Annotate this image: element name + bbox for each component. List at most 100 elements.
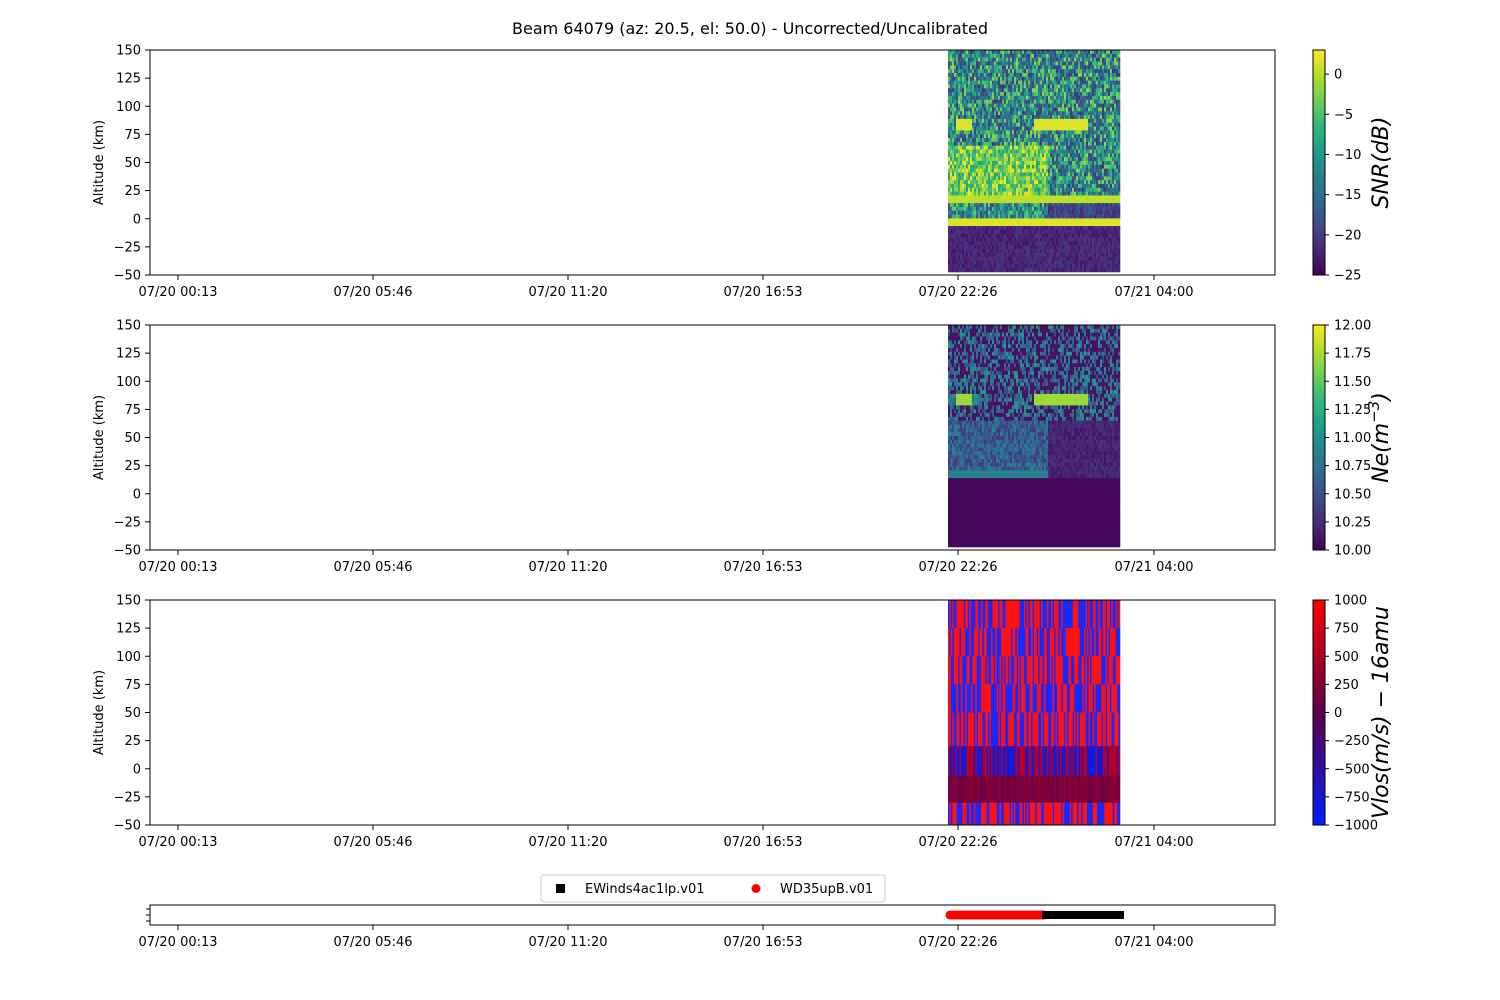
snr-cell [1028,214,1031,219]
snr-cell [1084,50,1087,55]
snr-cell [1040,103,1043,108]
snr-cell [1112,222,1115,227]
snr-cell [988,111,991,116]
snr-cell [1014,130,1017,135]
snr-cell [978,218,981,223]
snr-cell [1062,103,1065,108]
snr-cell [1030,214,1033,219]
snr-cell [954,145,957,150]
snr-cell [978,180,981,185]
snr-cell [1080,237,1083,242]
snr-cell [1042,168,1045,173]
snr-cell [992,130,995,135]
snr-cell [972,187,975,192]
snr-cell [1046,69,1049,74]
snr-cell [952,69,955,74]
snr-cell [1110,172,1113,177]
snr-cell [1038,229,1041,235]
snr-cell [1028,57,1031,62]
snr-cell [994,118,997,124]
snr-cell [1010,149,1013,154]
snr-cell [1006,195,1009,200]
snr-cell [986,57,989,62]
snr-cell [1116,130,1119,135]
snr-cell [990,145,993,150]
snr-cell [986,80,989,85]
snr-cell [1102,241,1105,246]
snr-cell [1008,69,1011,74]
snr-cell [958,84,961,89]
snr-cell [1066,72,1069,78]
snr-cell [1104,88,1107,93]
snr-cell [1074,134,1077,139]
snr-cell [1014,229,1017,235]
snr-cell [1066,122,1069,127]
snr-cell [1022,226,1025,231]
snr-cell [1088,222,1091,227]
snr-cell [958,237,961,242]
snr-cell [1054,222,1057,227]
snr-cell [964,245,967,250]
snr-cell [1042,241,1045,246]
snr-cell [988,61,991,66]
snr-cell [1118,72,1121,78]
snr-cell [1084,61,1087,66]
snr-cell [1048,245,1051,250]
snr-cell [1084,134,1087,139]
snr-cell [1084,241,1087,246]
snr-cell [1034,256,1037,261]
snr-cell [1028,164,1031,169]
snr-cell [950,72,953,78]
snr-cell [1036,191,1039,196]
snr-cell [1108,134,1111,139]
snr-cell [1018,252,1021,257]
snr-cell [1016,107,1019,112]
snr-cell [1092,80,1095,85]
snr-cell [1042,214,1045,219]
snr-cell [1108,199,1111,204]
snr-cell [986,203,989,208]
snr-cell [980,115,983,120]
snr-cell [992,53,995,58]
snr-cell [1116,268,1119,273]
snr-cell [1056,176,1059,181]
snr-cell [1002,149,1005,154]
snr-cell [1070,61,1073,66]
snr-cell [996,103,999,108]
snr-cell [1040,241,1043,246]
snr-cell [1108,92,1111,97]
snr-cell [976,222,979,227]
snr-cell [1032,50,1035,55]
snr-cell [1074,50,1077,55]
snr-cell [1016,237,1019,242]
snr-cell [1056,115,1059,120]
snr-cell [1032,260,1035,265]
snr-cell [998,138,1001,143]
snr-cell [954,72,957,78]
snr-cell [972,61,975,66]
snr-cell [1112,61,1115,66]
snr-cell [994,92,997,97]
snr-cell [1008,130,1011,135]
snr-cell [1004,84,1007,89]
snr-cell [1108,84,1111,89]
snr-cell [1042,76,1045,81]
snr-cell [978,245,981,250]
snr-cell [1010,260,1013,265]
snr-cell [984,161,987,166]
snr-cell [980,95,983,101]
snr-cell [1016,72,1019,78]
snr-cell [1014,65,1017,70]
snr-cell [954,118,957,124]
snr-cell [1036,195,1039,200]
snr-cell [980,191,983,196]
snr-cell [1074,141,1077,146]
snr-cell [1018,206,1021,212]
snr-cell [1072,203,1075,208]
snr-cell [1098,199,1101,204]
snr-cell [1070,111,1073,116]
snr-cell [1024,222,1027,227]
snr-cell [1024,245,1027,250]
snr-cell [954,191,957,196]
snr-cell [956,99,959,104]
